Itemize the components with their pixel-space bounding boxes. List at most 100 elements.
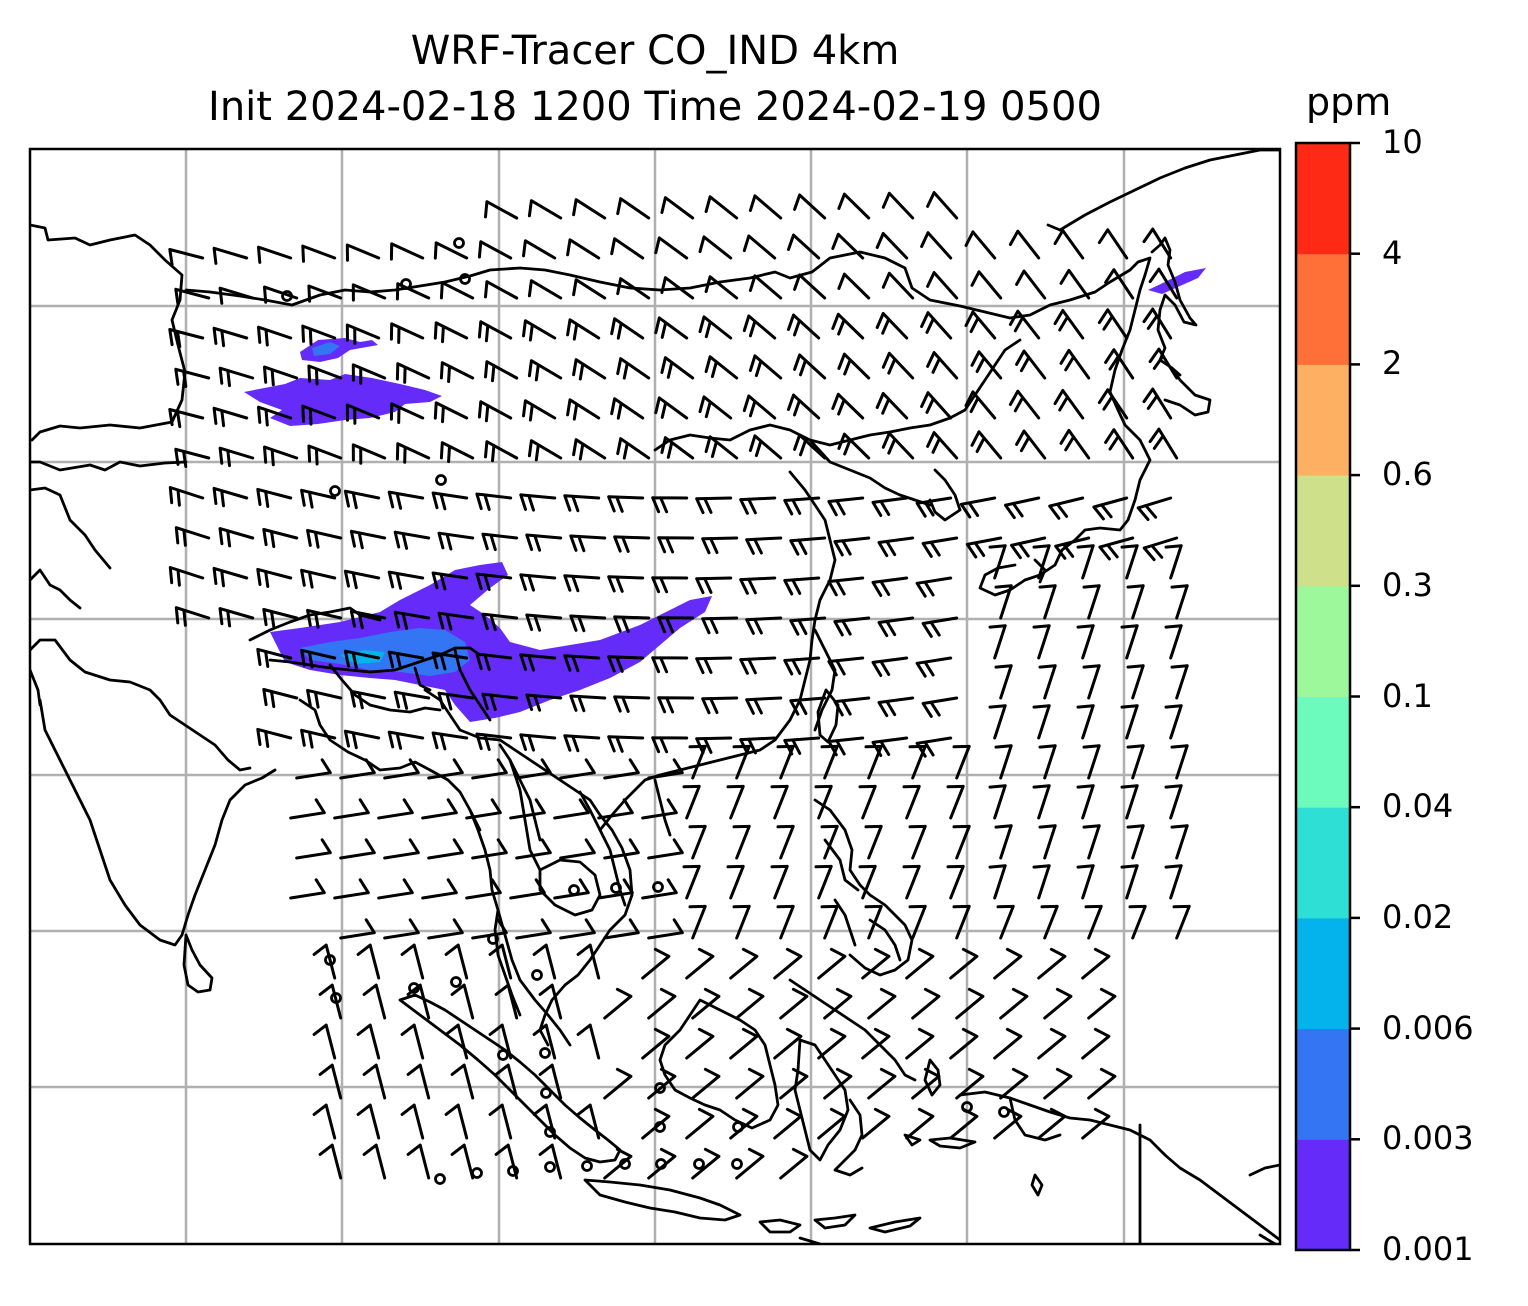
wind-barb (657, 536, 695, 554)
wind-barb (488, 943, 513, 980)
wind-barb (263, 365, 299, 387)
wind-barb (1087, 987, 1117, 1020)
wind-barb (1120, 784, 1139, 820)
wind-barb (525, 533, 563, 552)
wind-barb (861, 947, 891, 980)
wind-barb (949, 947, 979, 980)
wind-barb (688, 744, 707, 780)
wind-barb (833, 616, 871, 637)
wind-barb (729, 1107, 759, 1140)
wind-barb (174, 367, 211, 388)
wind-barb (1037, 1027, 1067, 1060)
wind-barb (871, 496, 909, 517)
wind-barb (484, 360, 519, 383)
wind-barb (1040, 904, 1059, 940)
wind-barb (837, 432, 871, 460)
wind-barb (970, 270, 1003, 300)
wind-barb (915, 576, 953, 598)
wind-barb (773, 1027, 803, 1060)
wind-barb (1008, 309, 1041, 340)
wind-barb (820, 824, 839, 860)
wind-barb (300, 728, 337, 749)
wind-barb (833, 696, 871, 717)
wind-barb (793, 273, 827, 300)
wind-barb (613, 695, 651, 713)
wind-barb (525, 693, 563, 712)
wind-barb (613, 615, 651, 633)
wind-barb (400, 1103, 425, 1140)
wind-barb (1164, 624, 1183, 660)
wind-barb (174, 526, 211, 547)
wind-barb (858, 864, 877, 900)
wind-barb (522, 399, 557, 422)
wind-barb (1043, 1067, 1073, 1100)
wind-barb (444, 1103, 469, 1140)
wind-barb (1170, 584, 1189, 620)
wind-barb (607, 495, 645, 513)
wind-barb (450, 1063, 475, 1100)
wind-barb (616, 197, 651, 220)
wind-barb (902, 864, 921, 900)
wind-barb (1164, 784, 1183, 820)
wind-barb (339, 758, 376, 780)
wind-barb (704, 435, 739, 460)
wind-barb (339, 838, 376, 860)
wind-barb (999, 1067, 1029, 1100)
wind-barb (682, 784, 701, 820)
wind-barb (572, 278, 607, 300)
wind-barb (607, 735, 645, 753)
wind-barb (307, 364, 343, 386)
wind-barb (773, 1107, 803, 1140)
wind-barb (793, 353, 827, 380)
colorbar-bin (1296, 807, 1350, 919)
wind-barb (475, 732, 513, 751)
wind-barb (776, 904, 795, 940)
wind-barb (400, 943, 425, 980)
wind-barb (1170, 824, 1189, 860)
wind-barb (704, 195, 739, 220)
wind-barb (1037, 947, 1067, 980)
wind-barb (789, 616, 827, 636)
wind-barb (742, 234, 777, 260)
wind-barb (905, 1107, 935, 1140)
wind-barb (1104, 268, 1135, 300)
wind-barb (779, 1067, 809, 1100)
wind-barb (333, 878, 370, 900)
wind-barb (988, 784, 1007, 820)
wind-barb (174, 606, 211, 627)
wind-barb (607, 575, 645, 593)
wind-barb (475, 492, 513, 511)
wind-barb (881, 351, 915, 380)
wind-barb (351, 443, 387, 465)
wind-barb (576, 943, 601, 980)
wind-barb (833, 536, 871, 557)
wind-barb (1038, 664, 1057, 700)
wind-barb (988, 704, 1007, 740)
wind-barb (613, 535, 651, 553)
wind-barb (881, 191, 915, 220)
wind-barb (776, 744, 795, 780)
wind-barb (616, 277, 651, 300)
wind-barb (1164, 544, 1183, 580)
wind-barb (877, 616, 915, 638)
wind-barb (431, 491, 469, 511)
wind-barb (427, 918, 464, 940)
wind-barb (955, 987, 985, 1020)
wind-barb (427, 838, 464, 860)
wind-barb (921, 616, 959, 638)
wind-barb (603, 758, 640, 780)
wind-barb (553, 798, 590, 820)
wind-barb (475, 652, 513, 671)
wind-barb (695, 576, 733, 595)
wind-barb (1082, 584, 1101, 620)
wind-barb (875, 312, 909, 340)
wind-barb (444, 943, 469, 980)
wind-barb (174, 287, 211, 306)
tracer-plumes (244, 268, 1206, 722)
wind-barb (1076, 864, 1095, 900)
wind-barb (926, 271, 959, 300)
wind-barb (218, 366, 255, 388)
colorbar (1294, 141, 1360, 1252)
wind-barb (307, 284, 343, 303)
wind-barb (920, 391, 953, 420)
